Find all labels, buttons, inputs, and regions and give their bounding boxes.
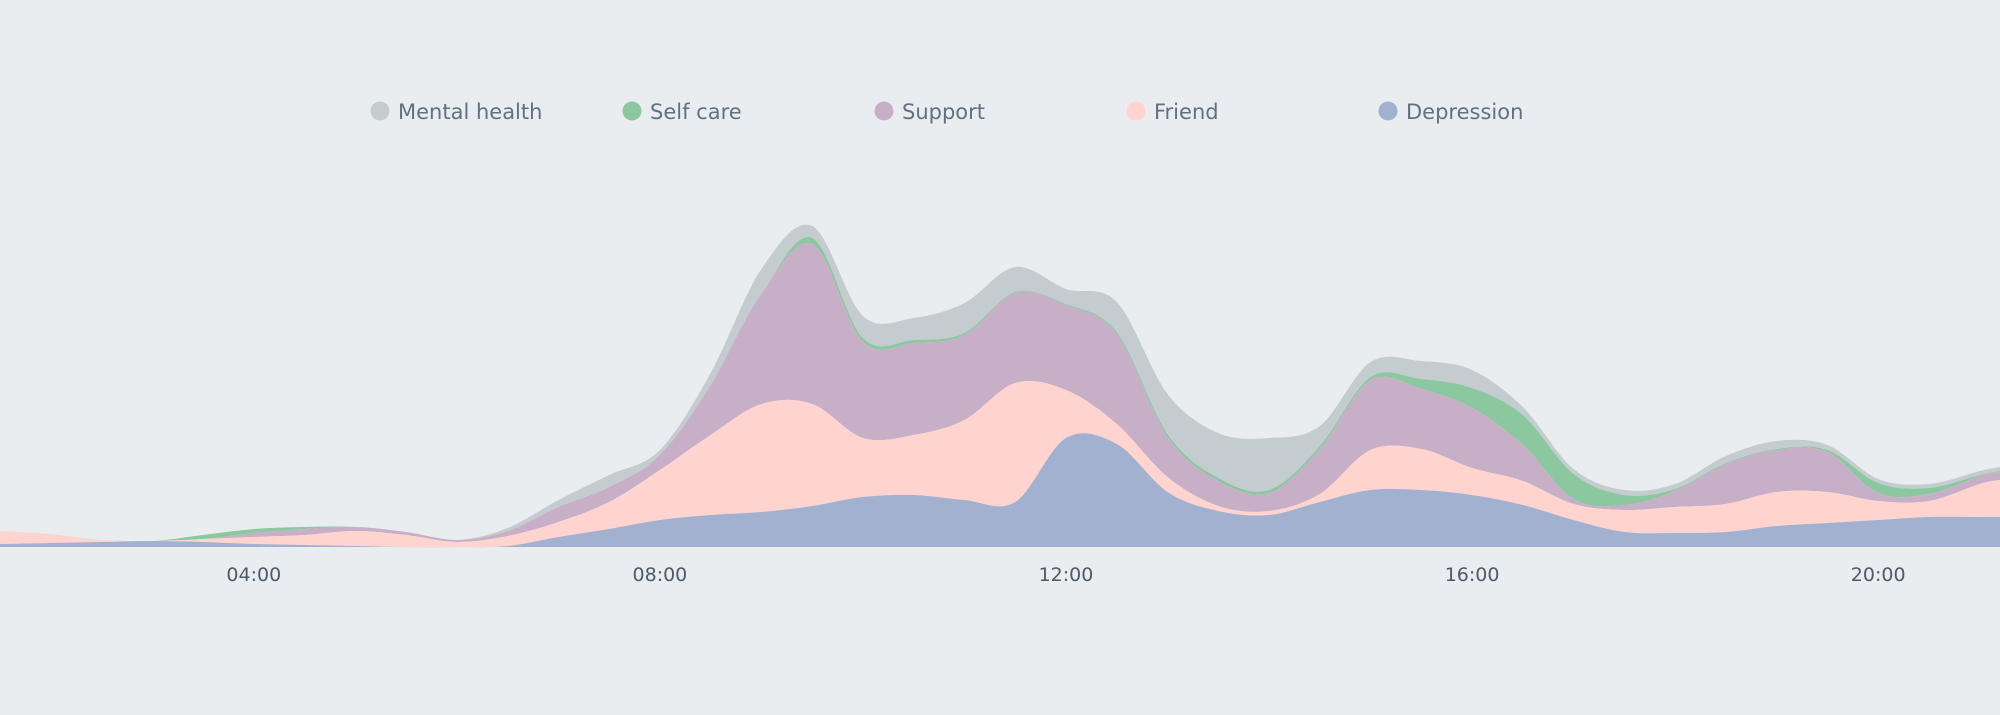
x-tick-label: 04:00 (226, 564, 281, 586)
legend-item-support[interactable]: Support (874, 100, 986, 124)
legend-swatch-friend (1126, 101, 1146, 121)
legend-item-self-care[interactable]: Self care (622, 100, 742, 124)
legend-item-mental-health[interactable]: Mental health (370, 100, 543, 124)
legend-label-depression: Depression (1406, 100, 1523, 124)
area-depression (0, 433, 2000, 548)
x-tick-label: 20:00 (1851, 564, 1906, 586)
legend-swatch-mental-health (370, 101, 390, 121)
x-tick-label: 16:00 (1445, 564, 1500, 586)
legend-swatch-support (874, 101, 894, 121)
x-tick-label: 08:00 (633, 564, 688, 586)
legend-swatch-self-care (622, 101, 642, 121)
legend: Mental health Self care Support Friend Depre… (370, 100, 1524, 124)
x-tick-label: 12:00 (1039, 564, 1094, 586)
legend-label-friend: Friend (1154, 100, 1219, 124)
legend-label-mental-health: Mental health (398, 100, 542, 124)
legend-item-friend[interactable]: Friend (1126, 100, 1219, 124)
area-friend (0, 381, 2000, 548)
area-support (0, 242, 2000, 543)
legend-item-depression[interactable]: Depression (1378, 100, 1524, 124)
area-mental-health (0, 224, 2000, 542)
x-axis: 04:00 08:00 12:00 16:00 20:00 (226, 564, 1905, 586)
legend-label-support: Support (902, 100, 985, 124)
legend-label-self-care: Self care (650, 100, 742, 124)
area-series-group (0, 224, 2000, 548)
legend-swatch-depression (1378, 101, 1398, 121)
